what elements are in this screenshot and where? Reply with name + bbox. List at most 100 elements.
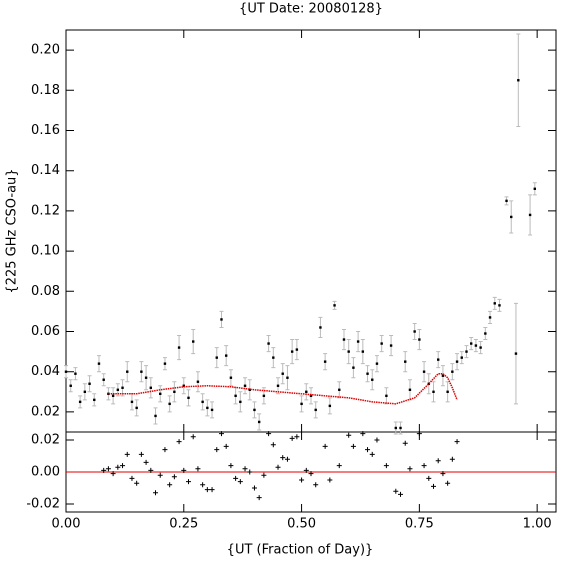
x-tick-label: 0.00	[52, 517, 81, 532]
data-point	[102, 378, 105, 381]
data-point	[295, 348, 299, 351]
residual-point	[350, 443, 356, 449]
residual-point	[228, 463, 234, 469]
data-point	[83, 390, 87, 393]
residual-point	[449, 456, 455, 462]
data-point	[135, 406, 138, 410]
residual-point	[261, 472, 267, 478]
data-point	[413, 330, 416, 333]
data-point	[465, 350, 468, 353]
data-point	[215, 356, 218, 359]
x-tick-label: 0.75	[405, 517, 434, 532]
data-point	[262, 394, 266, 398]
x-axis-label: {UT (Fraction of Day)}	[227, 543, 374, 558]
data-point	[140, 370, 143, 373]
data-point	[300, 402, 303, 406]
data-point	[88, 382, 91, 385]
data-point	[422, 370, 426, 373]
residual-point	[303, 467, 309, 473]
residual-point	[143, 459, 149, 465]
residual-point	[369, 451, 375, 457]
y-tick-label: 0.06	[31, 324, 60, 339]
data-point	[210, 408, 214, 412]
y-tick-label: 0.18	[31, 83, 60, 98]
residual-point	[181, 467, 187, 473]
data-point	[488, 316, 492, 319]
residual-point	[124, 451, 130, 457]
residual-point	[407, 466, 413, 472]
y-tick-label: 0.08	[31, 284, 60, 299]
data-point	[389, 344, 393, 347]
data-point	[441, 374, 445, 377]
residual-point	[110, 471, 116, 477]
residual-point	[327, 477, 333, 483]
top-frame	[65, 29, 557, 433]
data-point	[432, 390, 435, 393]
residual-point	[138, 451, 144, 457]
data-point	[375, 362, 379, 365]
data-point	[528, 213, 532, 217]
residual-point	[157, 472, 163, 478]
data-point	[366, 372, 369, 375]
y-tick-label: 0.20	[31, 43, 60, 58]
residual-point	[266, 431, 272, 437]
y-tick-label: 0.10	[31, 244, 60, 259]
data-point	[394, 426, 398, 430]
data-point	[276, 384, 280, 387]
data-point	[319, 326, 322, 329]
residual-point	[313, 482, 319, 488]
data-point	[187, 396, 190, 400]
data-point	[121, 386, 124, 389]
residual-point	[435, 458, 441, 464]
data-point	[517, 79, 520, 82]
data-point	[220, 318, 223, 321]
data-point	[281, 372, 284, 375]
data-point	[177, 346, 181, 349]
data-point	[206, 406, 209, 410]
data-point	[399, 426, 402, 430]
data-point	[201, 400, 204, 404]
data-point	[253, 408, 256, 412]
data-point	[505, 199, 508, 203]
data-point	[342, 338, 346, 341]
data-point	[510, 215, 513, 219]
data-point	[498, 304, 501, 307]
residual-point	[336, 463, 342, 469]
data-point	[69, 384, 72, 387]
data-point	[533, 187, 536, 190]
residual-point	[416, 431, 422, 437]
data-point	[333, 304, 336, 307]
data-point	[514, 352, 518, 355]
residual-point	[440, 471, 446, 477]
data-point	[493, 302, 496, 305]
data-point	[408, 388, 412, 391]
data-point	[192, 340, 195, 343]
y-tick-label: 0.00	[31, 465, 60, 480]
data-point	[380, 342, 383, 345]
data-point	[323, 360, 327, 363]
data-point	[111, 394, 115, 398]
data-point	[130, 400, 134, 404]
residual-point	[223, 443, 229, 449]
data-point	[149, 386, 153, 389]
data-point	[64, 370, 68, 373]
data-point	[309, 394, 313, 398]
residual-point	[374, 437, 380, 443]
residual-point	[431, 483, 436, 489]
residual-point	[134, 480, 140, 486]
residual-point	[195, 466, 201, 472]
chart-title: {UT Date: 20080128}	[239, 2, 383, 17]
data-point	[248, 388, 251, 391]
x-tick-label: 0.50	[287, 517, 316, 532]
residual-point	[237, 479, 243, 485]
data-point	[314, 408, 317, 412]
y-tick-label: 0.14	[31, 163, 60, 178]
data-point	[437, 358, 440, 361]
data-point	[239, 400, 242, 404]
data-point	[78, 400, 82, 404]
data-point	[144, 376, 148, 379]
residual-point	[233, 475, 239, 481]
residual-point	[105, 466, 111, 472]
data-point	[352, 366, 355, 369]
y-tick-label: 0.04	[31, 364, 60, 379]
